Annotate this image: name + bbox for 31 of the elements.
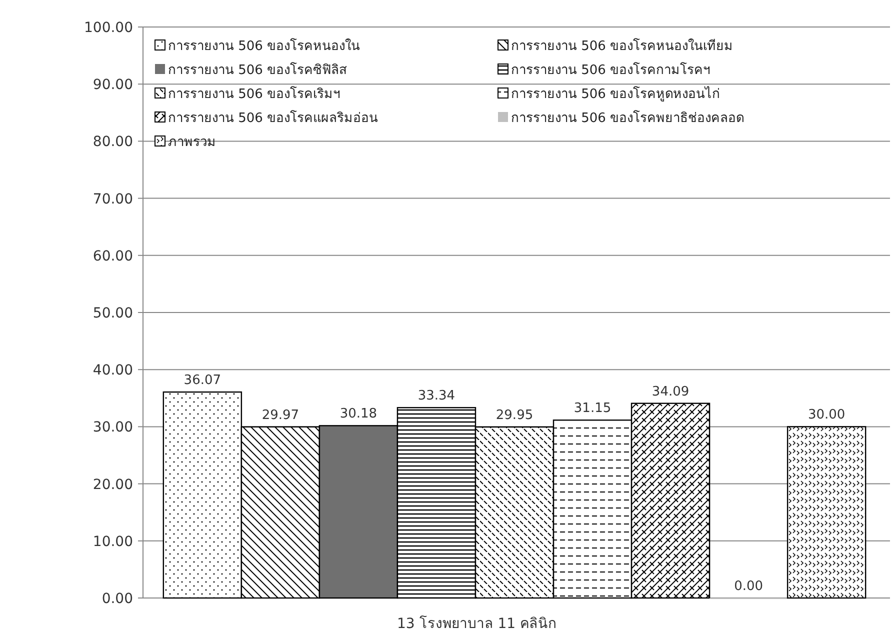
y-tick-label: 20.00 xyxy=(92,476,133,493)
legend-label: การรายงาน 506 ของโรคพยาธิช่องคลอด xyxy=(511,110,744,126)
legend-label: การรายงาน 506 ของโรคแผลริมอ่อน xyxy=(168,110,378,126)
data-label: 33.34 xyxy=(418,388,456,404)
data-label: 31.15 xyxy=(574,401,612,416)
data-label: 29.97 xyxy=(262,408,300,423)
y-tick-label: 40.00 xyxy=(92,362,133,379)
legend-label: การรายงาน 506 ของโรคซิฟิลิส xyxy=(168,62,348,78)
y-tick-label: 30.00 xyxy=(92,420,133,436)
data-label: 36.07 xyxy=(184,373,222,388)
y-tick-label: 80.00 xyxy=(92,134,133,150)
bar xyxy=(786,426,866,599)
y-tick-label: 60.00 xyxy=(92,248,133,264)
legend-label: การรายงาน 506 ของโรคหูดหงอนไก่ xyxy=(511,86,720,102)
data-label: 0.00 xyxy=(734,579,764,594)
legend-label: การรายงาน 506 ของโรคกามโรคฯ xyxy=(511,62,710,78)
y-tick-label: 0.00 xyxy=(102,591,133,607)
data-label: 29.95 xyxy=(496,408,534,423)
legend-label: การรายงาน 506 ของโรคหนองในเทียม xyxy=(511,38,734,54)
legend-label: การรายงาน 506 ของโรคหนองใน xyxy=(168,38,360,54)
data-label: 34.09 xyxy=(652,384,690,400)
data-label: 30.18 xyxy=(340,406,378,422)
y-tick-label: 100.00 xyxy=(84,20,133,36)
legend-label: ภาพรวม xyxy=(168,135,216,150)
legend-label: การรายงาน 506 ของโรคเริมฯ xyxy=(168,86,340,102)
y-tick-label: 90.00 xyxy=(92,77,133,94)
x-tick-label: 13 โรงพยาบาล 11 คลินิก xyxy=(397,615,556,632)
y-tick-label: 10.00 xyxy=(92,534,133,550)
data-label: 30.00 xyxy=(808,408,846,423)
y-tick-label: 70.00 xyxy=(92,191,133,208)
y-tick-label: 50.00 xyxy=(92,306,133,322)
